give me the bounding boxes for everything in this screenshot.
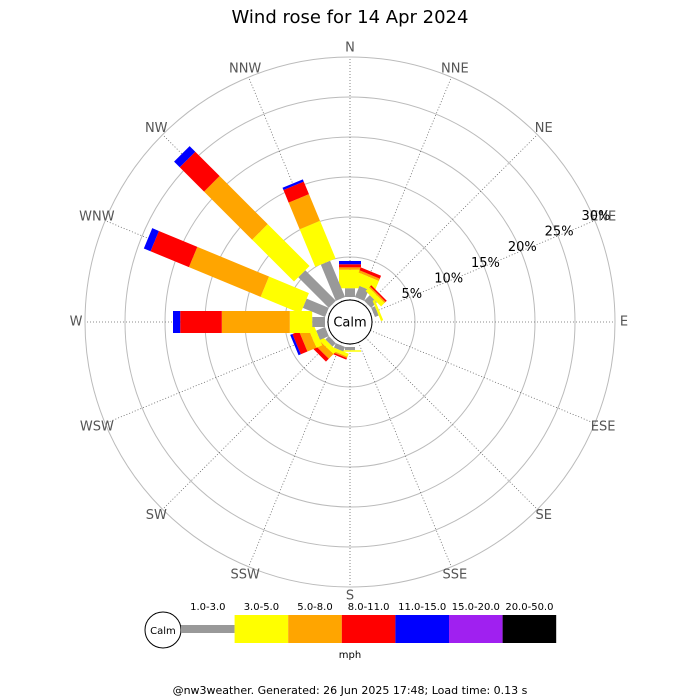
legend-unit: mph <box>339 650 361 661</box>
spoke <box>162 337 335 510</box>
legend-swatch <box>449 615 503 643</box>
ring-label: 30% <box>581 209 610 224</box>
bar-segment <box>188 246 270 297</box>
direction-label: NE <box>535 121 553 136</box>
bar-segment <box>173 311 181 333</box>
grid-ring <box>84 56 616 588</box>
direction-label: ENE <box>590 210 616 225</box>
direction-label: NNE <box>441 61 469 76</box>
spoke <box>358 77 452 302</box>
bar-segment <box>371 306 379 318</box>
legend-swatch <box>502 615 557 643</box>
bar-segment <box>365 287 385 307</box>
bar-segment <box>345 288 355 297</box>
bar-segment <box>339 264 361 268</box>
bar-segment <box>333 343 346 352</box>
legend-label: 1.0-3.0 <box>190 602 225 613</box>
ring-label: 15% <box>471 256 500 271</box>
bar-segment <box>204 176 268 240</box>
bar-segment <box>317 335 337 355</box>
direction-label: ESE <box>591 419 616 434</box>
direction-label: SSE <box>442 568 467 583</box>
legend-label: 5.0-8.0 <box>297 602 332 613</box>
bar-segment <box>339 261 361 265</box>
bar-segment <box>221 311 290 333</box>
legend-calm-label: Calm <box>150 626 176 637</box>
bar-segment <box>299 327 317 352</box>
bar-segment <box>260 276 309 314</box>
legend-label: 15.0-20.0 <box>452 602 500 613</box>
bar-segment <box>364 295 377 308</box>
direction-label: WNW <box>79 210 115 225</box>
legend-label: 11.0-15.0 <box>398 602 446 613</box>
calm-circle <box>327 299 373 345</box>
spoke <box>370 330 595 424</box>
direction-label: WSW <box>80 419 114 434</box>
ring-label: 5% <box>402 287 423 302</box>
bar-segment <box>372 299 384 322</box>
bar-segment <box>179 151 220 192</box>
ring-label: 10% <box>434 271 463 286</box>
direction-label: NNW <box>229 61 261 76</box>
ring-label: 25% <box>545 225 574 240</box>
direction-label: N <box>345 41 355 56</box>
direction-label: SE <box>536 508 552 523</box>
bar-segment <box>150 230 198 268</box>
legend-swatch <box>234 615 289 643</box>
bar-segment <box>370 285 387 302</box>
direction-label: SW <box>146 508 167 523</box>
bar-segment <box>339 350 361 352</box>
legend-swatch <box>181 625 235 633</box>
legend-swatch <box>395 615 449 643</box>
bar-segment <box>320 260 346 301</box>
spoke <box>358 342 452 567</box>
direction-label: W <box>70 315 83 330</box>
bar-segment <box>299 220 336 267</box>
bar-segment <box>302 298 329 318</box>
direction-label: NW <box>145 121 168 136</box>
legend-swatch <box>288 615 342 643</box>
bar-segment <box>325 336 336 347</box>
bar-segment <box>339 267 361 270</box>
legend-label: 8.0-11.0 <box>348 602 390 613</box>
bar-segment <box>292 331 308 355</box>
direction-label: SSW <box>230 568 260 583</box>
bar-segment <box>252 224 310 282</box>
calm-label: Calm <box>333 316 366 331</box>
legend-swatch <box>341 615 396 643</box>
bar-segment <box>368 286 386 304</box>
bar-segment <box>312 317 325 327</box>
bar-segment <box>282 179 304 191</box>
bar-segment <box>354 285 369 301</box>
ring-label: 20% <box>508 240 537 255</box>
legend-label: 3.0-5.0 <box>244 602 279 613</box>
direction-label: S <box>346 589 354 604</box>
grid-ring <box>124 96 576 548</box>
chart-title: Wind rose for 14 Apr 2024 <box>232 7 469 28</box>
bar-segment <box>358 270 380 281</box>
bar-segment <box>345 347 355 351</box>
bar-segment <box>316 326 329 340</box>
bar-segment <box>290 333 301 356</box>
bar-segment <box>289 311 313 333</box>
bar-segment <box>359 267 382 279</box>
bar-segment <box>288 194 320 230</box>
footer: @nw3weather. Generated: 26 Jun 2025 17:4… <box>173 684 528 697</box>
spoke <box>248 342 342 567</box>
legend-label: 20.0-50.0 <box>505 602 553 613</box>
bar-segment <box>174 146 196 168</box>
bar-segment <box>283 181 309 203</box>
bar-segment <box>180 311 222 333</box>
bar-segment <box>143 228 159 252</box>
spoke <box>365 337 538 510</box>
bar-segment <box>298 270 336 308</box>
direction-label: E <box>620 315 628 330</box>
